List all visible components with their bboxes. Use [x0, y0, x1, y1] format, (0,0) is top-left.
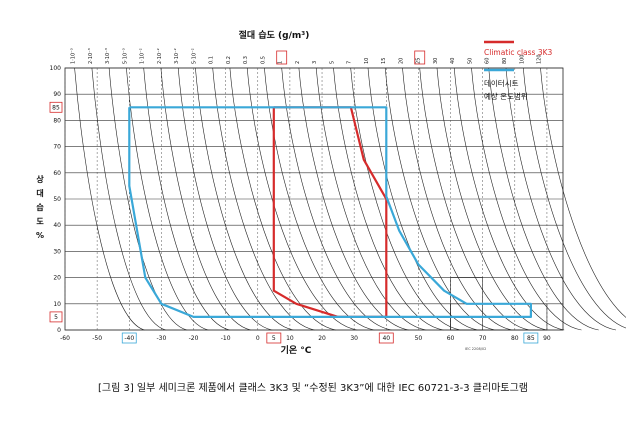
y-tick-label-20: 20	[53, 275, 61, 282]
iec-note: IEC 2208/02	[465, 347, 486, 351]
y-highlight-label-0: 85	[52, 104, 60, 111]
y-label-char-4: 도	[36, 217, 44, 226]
y-tick-label-40: 40	[53, 222, 61, 229]
abs-humidity-label-26: 100	[519, 54, 525, 64]
x-tick-label-70: 70	[479, 335, 487, 342]
abs-humidity-curve-24	[488, 67, 599, 331]
abs-humidity-label-14: 3	[312, 61, 318, 64]
abs-humidity-label-21: 30	[433, 58, 439, 64]
abs-humidity-label-6: 3·10⁻²	[174, 48, 180, 64]
abs-humidity-curve-23	[471, 67, 582, 331]
y-label-char-1: 상	[36, 174, 44, 184]
abs-humidity-label-8: 0.1	[209, 56, 215, 64]
y-tick-label-60: 60	[53, 170, 61, 177]
y-axis-label: 상 대 습 도 %	[36, 174, 44, 240]
x-tick-label-60: 60	[447, 335, 455, 342]
y-label-char-3: 습	[36, 202, 44, 212]
x-tick-label-90: 90	[543, 335, 551, 342]
legend: Climatic class 3K3 데이터시트 예상 온도범위	[484, 40, 553, 101]
chart-title: 절대 습도 (g/m³)	[239, 29, 310, 41]
abs-humidity-curve-20	[419, 67, 530, 331]
abs-humidity-label-3: 5·10⁻³	[122, 48, 128, 64]
x-highlight-label-2: 40	[382, 335, 390, 342]
y-tick-label-90: 90	[53, 91, 61, 98]
x-tick-label-30: 30	[350, 335, 358, 342]
x-tick-label-50: 50	[415, 335, 423, 342]
abs-humidity-label-0: 1·10⁻³	[71, 48, 77, 64]
y-tick-label-100: 100	[50, 65, 62, 72]
x-tick-label--30: -30	[156, 335, 166, 342]
x-tick-label-10: 10	[286, 335, 294, 342]
x-highlight-label-1: 5	[272, 335, 276, 342]
y-tick-label-10: 10	[53, 301, 61, 308]
abs-humidity-curve-22	[453, 67, 565, 331]
y-tick-label-30: 30	[53, 248, 61, 255]
abs-humidity-label-10: 0.3	[243, 56, 249, 64]
abs-humidity-label-24: 60	[485, 58, 491, 64]
tick-labels: 0102030405060708090100-60-50-40-30-20-10…	[49, 48, 551, 344]
x-highlight-label-0: -40	[124, 335, 134, 342]
x-highlight-box-3	[523, 332, 539, 344]
abs-humidity-label-18: 15	[381, 58, 387, 64]
series-layer	[128, 106, 533, 318]
abs-humidity-label-27: 120	[537, 54, 543, 64]
series-line-0	[272, 106, 388, 318]
abs-humidity-curve-19	[402, 67, 513, 331]
y-highlight-box-0	[49, 101, 63, 113]
abs-humidity-label-13: 2	[295, 61, 301, 64]
x-tick-label-0: 0	[256, 335, 260, 342]
abs-humidity-label-19: 20	[399, 58, 405, 64]
abs-humidity-curve-0	[74, 67, 145, 331]
x-tick-label--60: -60	[60, 335, 70, 342]
abs-humidity-label-17: 10	[364, 58, 370, 64]
x-tick-label--10: -10	[221, 335, 231, 342]
y-label-char-2: 대	[36, 188, 43, 198]
abs-humidity-label-25: 80	[502, 58, 508, 64]
abs-humidity-label-12: 1	[278, 61, 284, 64]
abs-humidity-label-5: 2·10⁻²	[157, 48, 163, 64]
y-label-char-5: %	[36, 231, 44, 240]
abs-humidity-label-15: 5	[330, 61, 336, 64]
abs-humidity-highlight-0	[276, 50, 288, 65]
y-highlight-label-1: 5	[54, 314, 58, 321]
abs-humidity-label-16: 7	[347, 61, 353, 64]
abs-humidity-label-20: 25	[416, 58, 422, 64]
x-highlight-box-2	[378, 332, 394, 344]
x-tick-label-80: 80	[511, 335, 519, 342]
abs-humidity-curve-26	[523, 67, 626, 329]
abs-humidity-curve-25	[505, 67, 617, 331]
abs-humidity-label-7: 5·10⁻²	[191, 48, 197, 64]
y-tick-label-70: 70	[53, 144, 61, 151]
y-tick-label-0: 0	[57, 327, 61, 334]
abs-humidity-label-11: 0.5	[260, 56, 266, 64]
abs-humidity-highlight-1	[414, 50, 426, 65]
legend-label-datasheet-line1: 데이터시트	[484, 78, 519, 88]
abs-humidity-label-23: 50	[468, 58, 474, 64]
legend-label-datasheet-line2: 예상 온도범위	[484, 91, 528, 101]
y-tick-label-50: 50	[53, 196, 61, 203]
figure-caption: [그림 3] 일부 세미크론 제품에서 클래스 3K3 및 “수정된 3K3”에…	[98, 382, 528, 394]
abs-humidity-label-2: 3·10⁻³	[105, 48, 111, 64]
x-highlight-label-3: 85	[527, 335, 535, 342]
abs-humidity-label-4: 1·10⁻²	[140, 48, 146, 64]
abs-humidity-curves	[74, 67, 626, 331]
abs-humidity-label-22: 40	[450, 58, 456, 64]
abs-humidity-curve-27	[540, 67, 626, 318]
series-line-1	[128, 106, 533, 318]
y-tick-label-80: 80	[53, 117, 61, 124]
x-tick-label--20: -20	[189, 335, 199, 342]
abs-humidity-curve-21	[436, 67, 548, 331]
y-highlight-box-1	[49, 311, 63, 323]
abs-humidity-label-9: 0.2	[226, 56, 232, 64]
x-tick-label--50: -50	[92, 335, 102, 342]
legend-label-3k3: Climatic class 3K3	[484, 48, 553, 57]
abs-humidity-label-1: 2·10⁻³	[88, 48, 94, 64]
x-highlight-box-0	[121, 332, 137, 344]
abs-humidity-curve-18	[384, 67, 496, 331]
x-tick-label-20: 20	[318, 335, 326, 342]
x-axis-label: 기온 °C	[281, 344, 312, 356]
x-highlight-box-1	[266, 332, 282, 344]
